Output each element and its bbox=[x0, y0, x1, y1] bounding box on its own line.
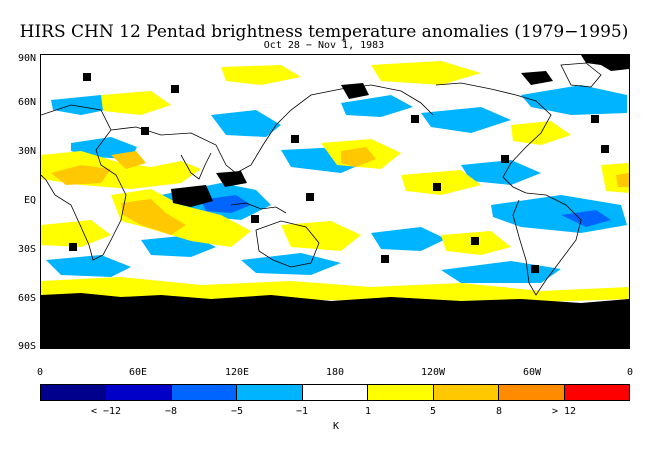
lat-label-60n: 60N bbox=[17, 97, 36, 108]
coastlines bbox=[41, 62, 629, 314]
yellow-patch bbox=[221, 65, 301, 85]
colorbar-label: 8 bbox=[495, 406, 503, 417]
missing-pixel bbox=[83, 73, 91, 81]
blue-patch bbox=[421, 107, 511, 133]
missing-pixel bbox=[171, 85, 179, 93]
missing-pixel bbox=[591, 115, 599, 123]
coast-australia bbox=[255, 220, 320, 268]
missing-pixel bbox=[291, 135, 299, 143]
missing-pixel bbox=[433, 183, 441, 191]
lat-label-90n: 90N bbox=[17, 53, 36, 64]
blue-patch bbox=[371, 227, 446, 251]
lat-label-eq: EQ bbox=[23, 195, 36, 206]
colorbar-label: −1 bbox=[295, 406, 309, 417]
moderate-positive-anomalies bbox=[51, 147, 629, 235]
missing-pixel bbox=[306, 193, 314, 201]
coast-asia bbox=[110, 84, 434, 174]
missing-arctic bbox=[521, 71, 553, 85]
lat-label-60s: 60S bbox=[17, 293, 36, 304]
lat-label-30n: 30N bbox=[17, 146, 36, 157]
coast-indonesia bbox=[230, 202, 287, 214]
orange-core bbox=[616, 173, 629, 187]
lon-label-60e: 60E bbox=[128, 367, 148, 378]
missing-pixel bbox=[531, 265, 539, 273]
colorbar-segment bbox=[564, 385, 629, 400]
missing-polar-south bbox=[41, 293, 629, 348]
coast-north-america bbox=[435, 82, 552, 194]
colorbar bbox=[40, 384, 630, 401]
lon-label-120e: 120E bbox=[224, 367, 250, 378]
coast-antarctica bbox=[41, 302, 629, 314]
missing-pixel bbox=[251, 215, 259, 223]
missing-polar-north-east bbox=[581, 55, 629, 71]
coast-greenland bbox=[560, 62, 602, 88]
yellow-patch bbox=[371, 61, 481, 85]
blue-patch bbox=[341, 95, 413, 117]
colorbar-segment bbox=[499, 385, 565, 400]
blue-core bbox=[201, 195, 251, 213]
yellow-patch bbox=[401, 170, 481, 195]
lon-label-0: 0 bbox=[36, 367, 44, 378]
map-title: HIRS CHN 12 Pentad brightness temperatur… bbox=[19, 22, 629, 42]
blue-patch bbox=[461, 160, 541, 185]
colorbar-segment bbox=[302, 385, 369, 400]
colorbar-label: −8 bbox=[164, 406, 178, 417]
colorbar-label: 1 bbox=[364, 406, 372, 417]
missing-pixel bbox=[141, 127, 149, 135]
lon-label-0-end: 0 bbox=[626, 367, 634, 378]
anomaly-map-svg bbox=[41, 55, 629, 348]
colorbar-segment bbox=[171, 385, 238, 400]
colorbar-label: < −12 bbox=[90, 406, 122, 417]
colorbar-segment bbox=[41, 385, 107, 400]
lat-label-30s: 30S bbox=[17, 244, 36, 255]
missing-pixel bbox=[69, 243, 77, 251]
lat-label-90s: 90S bbox=[17, 341, 36, 352]
lon-label-180: 180 bbox=[325, 367, 345, 378]
colorbar-segment bbox=[106, 385, 172, 400]
missing-pixel bbox=[501, 155, 509, 163]
blue-patch bbox=[211, 110, 281, 137]
missing-pixel bbox=[471, 237, 479, 245]
missing-pixel bbox=[411, 115, 419, 123]
missing-indonesia bbox=[216, 171, 247, 187]
orange-core bbox=[51, 165, 111, 185]
coast-india bbox=[180, 152, 212, 180]
colorbar-label: −5 bbox=[230, 406, 244, 417]
lon-label-120w: 120W bbox=[420, 367, 446, 378]
orange-core bbox=[111, 151, 146, 169]
anomaly-map bbox=[40, 54, 630, 349]
colorbar-label: 5 bbox=[429, 406, 437, 417]
colorbar-label: > 12 bbox=[551, 406, 577, 417]
yellow-patch bbox=[101, 91, 171, 115]
missing-siberia bbox=[341, 83, 369, 99]
missing-pacific bbox=[171, 185, 213, 207]
coast-south-america bbox=[512, 192, 582, 296]
colorbar-segment bbox=[237, 385, 303, 400]
coast-africa-europe bbox=[41, 104, 127, 261]
map-subtitle: Oct 28 − Nov 1, 1983 bbox=[263, 40, 385, 51]
blue-patch bbox=[241, 253, 341, 275]
orange-core bbox=[121, 199, 186, 235]
blue-patch bbox=[46, 255, 131, 277]
yellow-patch bbox=[281, 221, 361, 251]
colorbar-segment bbox=[368, 385, 434, 400]
lon-label-60w: 60W bbox=[522, 367, 542, 378]
missing-pixel bbox=[381, 255, 389, 263]
blue-patch bbox=[521, 85, 627, 115]
missing-pixel bbox=[601, 145, 609, 153]
yellow-patch bbox=[41, 277, 629, 303]
missing-data bbox=[41, 55, 629, 348]
blue-core bbox=[561, 210, 611, 227]
colorbar-unit: K bbox=[332, 421, 340, 432]
yellow-patch bbox=[41, 220, 111, 247]
moderate-negative-anomalies bbox=[201, 195, 611, 227]
colorbar-segment bbox=[433, 385, 500, 400]
orange-core bbox=[341, 147, 376, 167]
